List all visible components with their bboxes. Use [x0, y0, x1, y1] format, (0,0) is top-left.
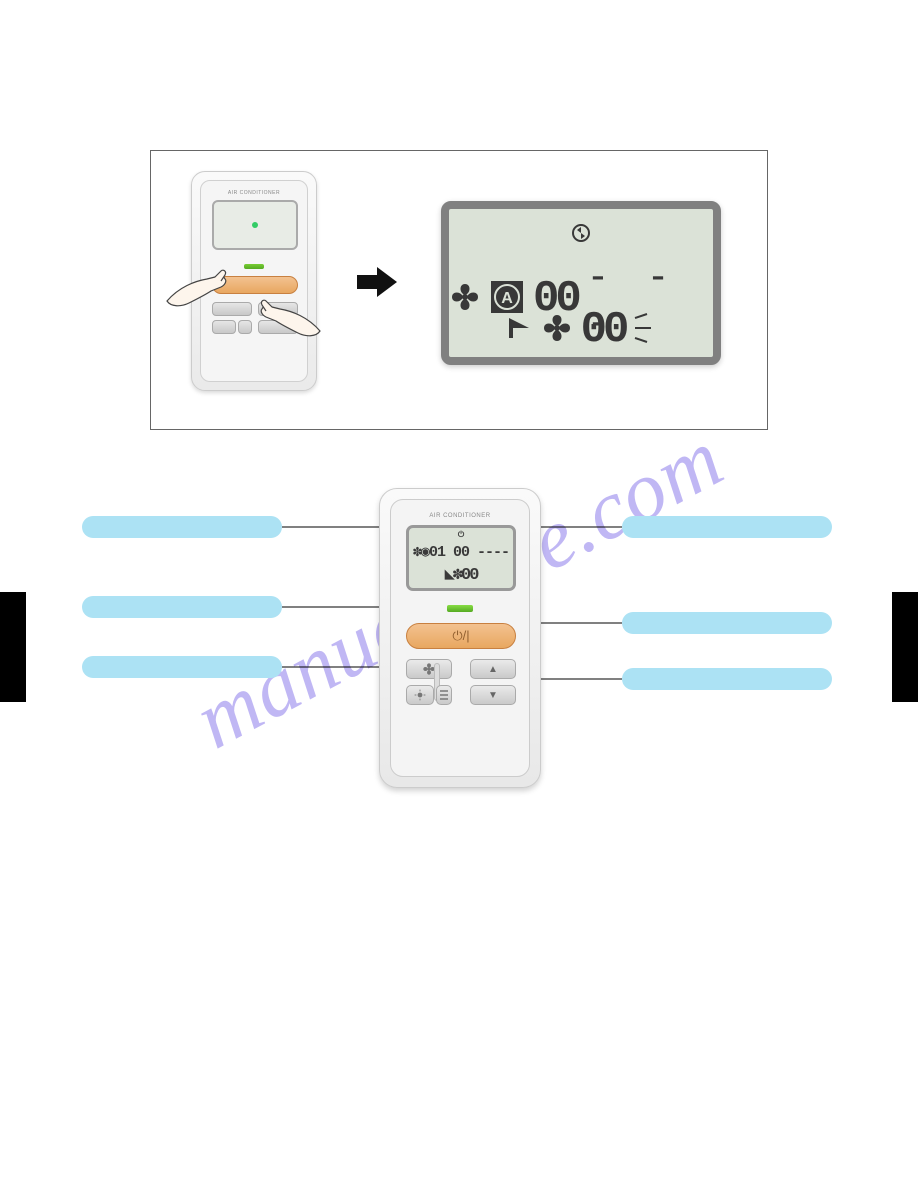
down-button: ▼	[470, 685, 516, 705]
status-led-large	[447, 605, 473, 612]
remote-large-title: AIR CONDITIONER	[380, 513, 540, 519]
screen-line-1: ✽◉01 00 ----	[409, 542, 513, 561]
power-button: ⏻/|	[406, 623, 516, 649]
screen-line-2: ◣✽00	[409, 564, 513, 585]
screen-line-0: ⏻	[409, 531, 513, 540]
remote-large-screen: ⏻ ✽◉01 00 ---- ◣✽00	[406, 525, 516, 591]
mode-button	[406, 685, 434, 705]
fan-button	[406, 659, 452, 679]
up-button: ▲	[470, 659, 516, 679]
louver-button	[436, 685, 452, 705]
remote-large: AIR CONDITIONER ⏻ ✽◉01 00 ---- ◣✽00 ⏻/| …	[379, 488, 541, 788]
